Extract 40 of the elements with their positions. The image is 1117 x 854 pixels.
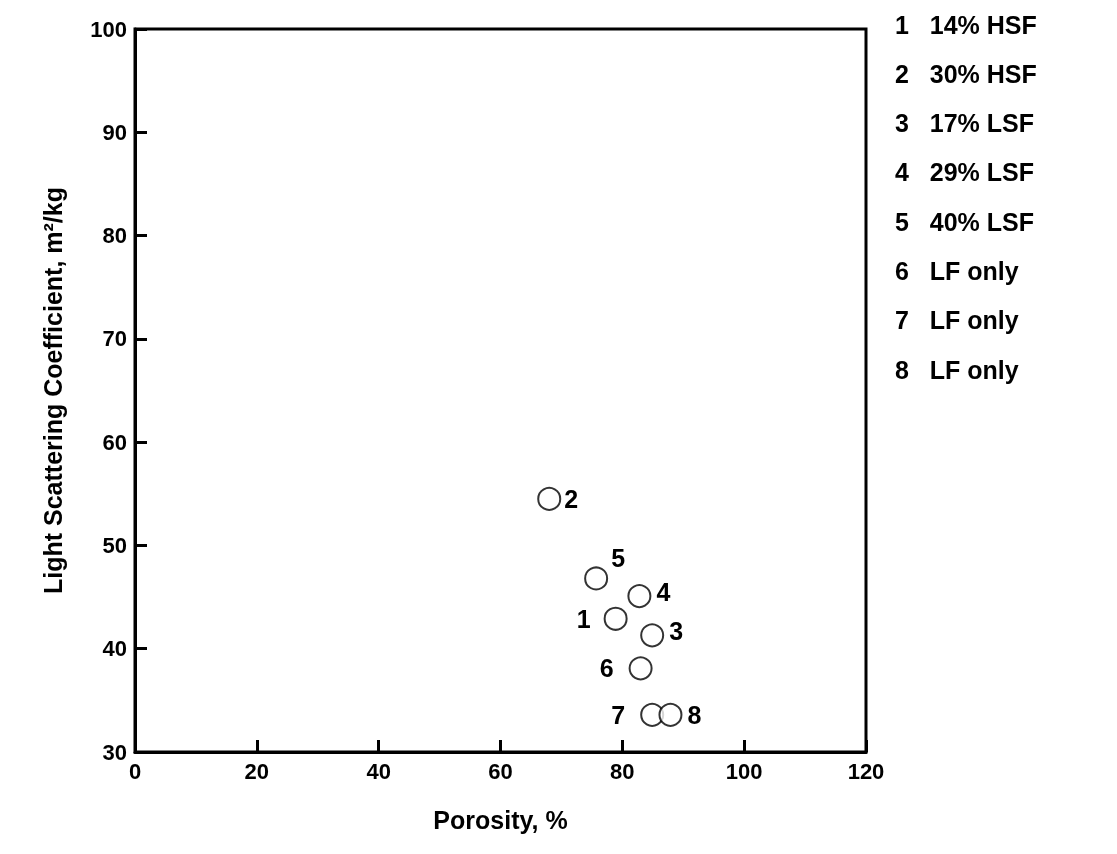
y-axis-title: Light Scattering Coefficient, m²/kg bbox=[38, 187, 67, 594]
y-tick-label: 80 bbox=[102, 223, 127, 249]
text: 6 LF only bbox=[895, 257, 1019, 285]
annotation: 4 bbox=[656, 578, 671, 607]
y-tick-label: 70 bbox=[102, 326, 127, 352]
x-tick-label: 100 bbox=[725, 758, 763, 784]
point bbox=[658, 702, 683, 727]
y-tick-label: 90 bbox=[102, 119, 127, 145]
point bbox=[603, 606, 628, 631]
text: 1 14% HSF bbox=[895, 10, 1037, 39]
annotation: 3 bbox=[669, 617, 684, 646]
y-tick-label: 40 bbox=[102, 636, 127, 662]
point bbox=[627, 584, 652, 609]
y-tick-label: 50 bbox=[102, 532, 127, 558]
annotation: 2 bbox=[564, 484, 579, 513]
x-tick-label: 20 bbox=[244, 758, 270, 784]
point bbox=[628, 656, 653, 681]
point bbox=[584, 566, 609, 591]
x-tick-label: 0 bbox=[128, 758, 142, 784]
x-tick-label: 40 bbox=[366, 758, 391, 784]
point bbox=[640, 623, 665, 648]
text: 7 LF only bbox=[895, 306, 1019, 335]
x-tick-label: 80 bbox=[610, 758, 635, 784]
text: 5 40% LSF bbox=[895, 207, 1034, 236]
text: 8 LF only bbox=[895, 355, 1019, 384]
y-tick-label: 100 bbox=[90, 16, 127, 42]
annotation: 1 bbox=[576, 604, 591, 633]
annotation: 7 bbox=[611, 700, 626, 729]
annotation: 8 bbox=[687, 700, 702, 729]
y-tick-label: 30 bbox=[102, 739, 127, 765]
text: 2 30% HSF bbox=[895, 59, 1037, 88]
point bbox=[537, 486, 562, 511]
x-tick-label: 120 bbox=[847, 758, 885, 784]
annotation: 5 bbox=[611, 544, 626, 573]
text: 3 17% LSF bbox=[895, 109, 1034, 138]
annotation: 6 bbox=[599, 654, 614, 683]
x-axis-title: Porosity, % bbox=[433, 805, 568, 834]
text: 4 29% LSF bbox=[895, 158, 1034, 187]
x-tick-label: 60 bbox=[488, 758, 513, 784]
y-tick-label: 60 bbox=[102, 429, 127, 455]
